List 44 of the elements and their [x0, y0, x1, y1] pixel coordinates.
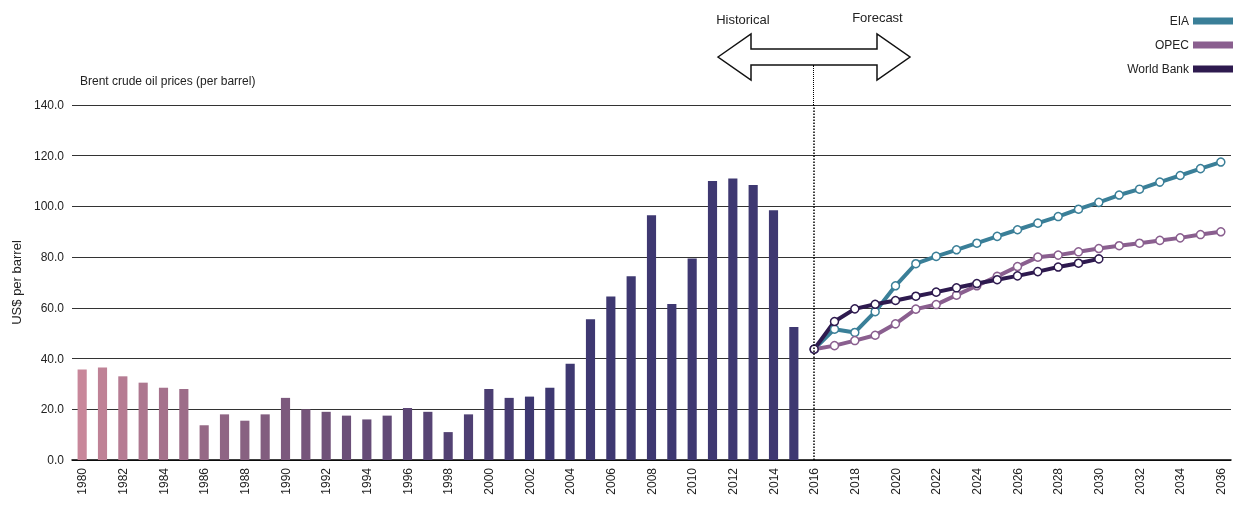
- x-tick-label: 2036: [1213, 467, 1228, 495]
- x-tick-label: 1994: [359, 467, 374, 495]
- x-tick-label: 2000: [481, 467, 496, 495]
- x-tick-label: 2032: [1132, 467, 1147, 495]
- x-tick-label: 1982: [115, 467, 130, 495]
- x-tick-label: 1996: [400, 467, 415, 495]
- x-tick-label: 2030: [1091, 467, 1106, 495]
- y-tick-label: 20.0: [40, 402, 65, 417]
- y-axis-title: US$ per barrel: [9, 240, 25, 325]
- x-tick-label: 2018: [847, 467, 862, 495]
- x-tick-label: 2022: [929, 467, 944, 495]
- x-tick-label: 2008: [644, 467, 659, 495]
- x-tick-label: 1998: [441, 467, 456, 495]
- legend-label: EIA: [1169, 14, 1189, 28]
- y-tick-label: 0.0: [47, 453, 65, 467]
- x-tick-label: 2006: [603, 467, 618, 495]
- x-tick-label: 1980: [75, 467, 90, 495]
- y-tick-label: 80.0: [40, 250, 65, 265]
- x-tick-label: 2028: [1051, 467, 1066, 495]
- y-tick-label: 120.0: [33, 148, 65, 163]
- x-tick-label: 2012: [725, 467, 740, 495]
- legend-label: OPEC: [1154, 38, 1190, 52]
- x-tick-label: 2002: [522, 467, 537, 495]
- y-tick-label: 40.0: [40, 351, 65, 366]
- x-tick-label: 2016: [807, 467, 822, 495]
- x-tick-label: 2020: [888, 467, 903, 495]
- x-tick-label: 2034: [1173, 467, 1188, 495]
- x-tick-label: 1986: [197, 467, 212, 495]
- text: Forecast: [852, 10, 903, 25]
- y-tick-label: 140.0: [33, 98, 65, 112]
- y-tick-label: 100.0: [33, 199, 65, 214]
- text: Historical: [716, 12, 770, 27]
- x-tick-label: 2026: [1010, 467, 1025, 495]
- x-tick-label: 2024: [969, 467, 984, 495]
- x-tick-label: 1990: [278, 467, 293, 495]
- x-tick-label: 2014: [766, 467, 781, 495]
- chart-title: Brent crude oil prices (per barrel): [80, 74, 256, 88]
- x-tick-label: 1984: [156, 467, 171, 495]
- x-tick-label: 2004: [563, 467, 578, 495]
- x-tick-label: 1992: [319, 467, 334, 495]
- x-tick-label: 1988: [237, 467, 252, 495]
- y-tick-label: 60.0: [40, 300, 65, 315]
- x-tick-label: 2010: [685, 467, 700, 495]
- legend-label: World Bank: [1127, 62, 1190, 76]
